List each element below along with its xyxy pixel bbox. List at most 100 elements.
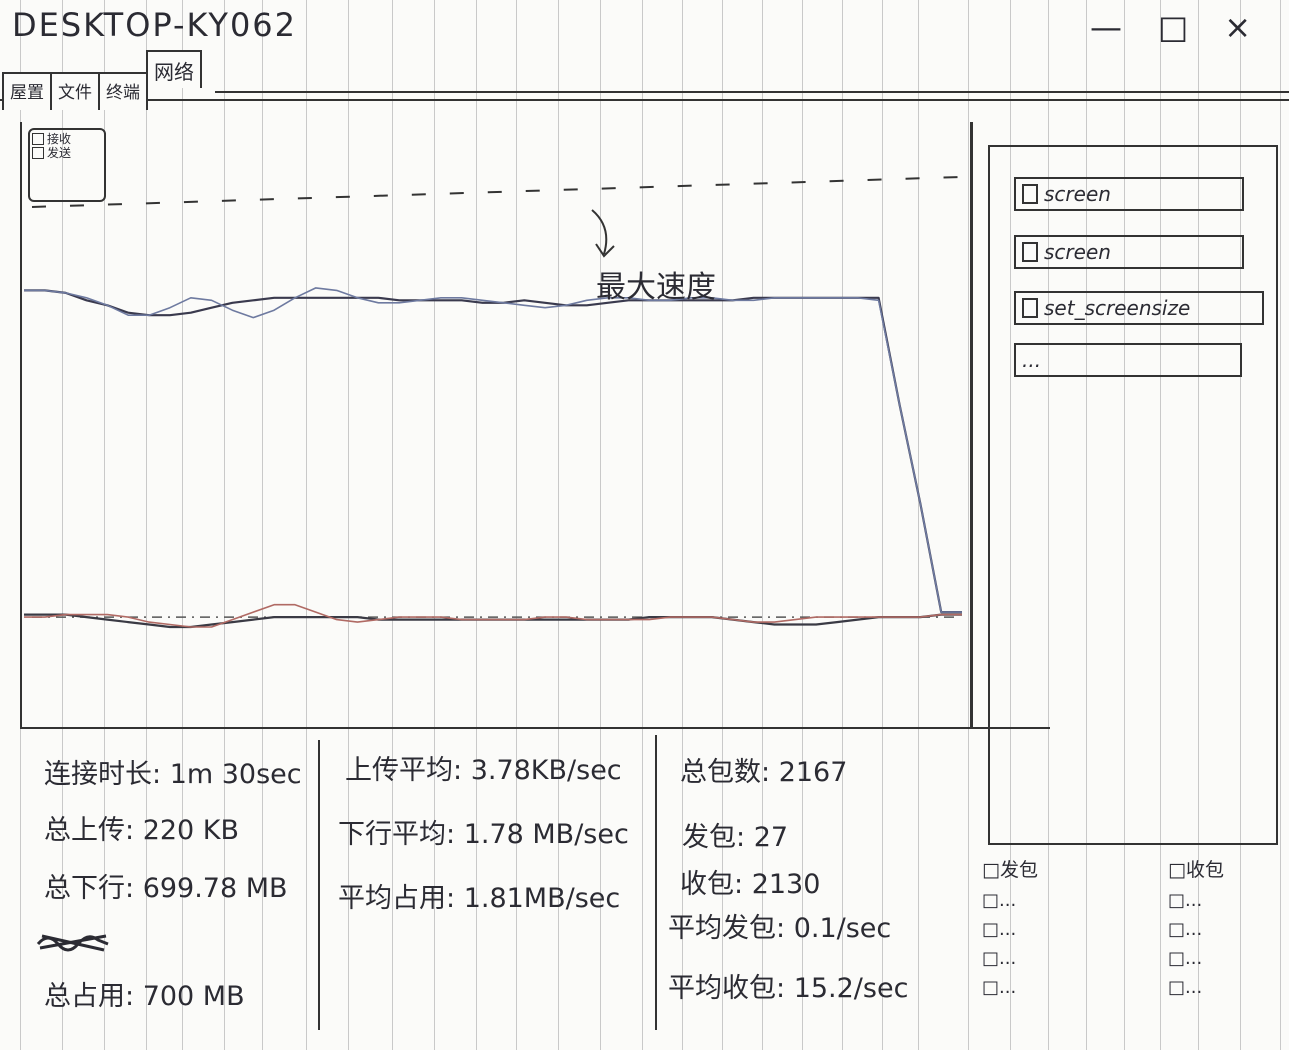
notebook-rule: [224, 0, 225, 1050]
terminal-icon: [1022, 298, 1038, 318]
stat-sent-packets: 发包: 27: [682, 822, 789, 853]
stat-average-sent: 平均发包: 0.1/sec: [668, 913, 892, 944]
chart-legend: 接收 发送: [28, 128, 106, 202]
stat-received-packets: 收包: 2130: [680, 869, 821, 900]
legend-swatch-send: [32, 147, 44, 159]
minimize-button[interactable]: —: [1090, 8, 1122, 46]
series-line-3: [24, 603, 962, 628]
terminal-icon: [1022, 242, 1038, 262]
legend-swatch-receive: [32, 133, 44, 145]
legend-row-receive: 接收: [32, 132, 102, 146]
process-label: screen: [1044, 182, 1111, 206]
maximize-button[interactable]: □: [1158, 8, 1189, 46]
scribble-mark: [36, 934, 109, 952]
stat-total-usage: 总占用: 700 MB: [44, 981, 245, 1012]
notebook-rule: [182, 0, 183, 1050]
process-label: screen: [1044, 240, 1111, 264]
window-controls: — □ ×: [1090, 8, 1251, 46]
notebook-rule: [1160, 0, 1161, 1050]
tab-bar: 屋置 文件 终端 网络: [2, 50, 202, 110]
stats-panel: [20, 727, 1050, 1039]
notebook-rule: [968, 0, 969, 1050]
checkbox-icon: □: [1168, 859, 1186, 881]
notebook-rule: [1240, 0, 1241, 1050]
series-line-0: [24, 289, 962, 614]
process-label: ...: [1022, 348, 1042, 372]
notebook-rule: [1010, 0, 1011, 1050]
tab-bar-baseline: [0, 99, 1289, 101]
notebook-rule: [516, 0, 517, 1050]
notebook-rule: [1280, 0, 1281, 1050]
notebook-rule: [306, 0, 307, 1050]
max-speed-annotation: 最大速度: [596, 270, 716, 305]
notebook-rule: [1086, 0, 1087, 1050]
notebook-rule: [262, 0, 263, 1050]
send-packet-list: □发包 □... □... □... □...: [982, 855, 1038, 998]
tab-location[interactable]: 屋置: [2, 72, 52, 110]
network-chart: [20, 122, 973, 727]
notebook-rule: [802, 0, 803, 1050]
notebook-rule: [722, 0, 723, 1050]
close-button[interactable]: ×: [1224, 8, 1252, 46]
notebook-rule: [146, 0, 147, 1050]
window-title: DESKTOP-KY062: [12, 6, 298, 44]
max-speed-line: [31, 176, 961, 208]
network-chart-svg: [24, 176, 962, 629]
send-packet-item[interactable]: □...: [982, 977, 1017, 998]
stat-download-average: 下行平均: 1.78 MB/sec: [338, 819, 629, 850]
stat-total-packets: 总包数: 2167: [680, 757, 848, 788]
notebook-rule: [1124, 0, 1125, 1050]
legend-row-send: 发送: [32, 146, 102, 160]
stat-connection-duration: 连接时长: 1m 30sec: [44, 759, 302, 790]
send-packet-item[interactable]: □...: [982, 890, 1017, 911]
annotation-arrow: [591, 209, 615, 258]
stat-average-received: 平均收包: 15.2/sec: [668, 973, 909, 1004]
recv-packet-title: □收包: [1168, 859, 1224, 881]
checkbox-icon: □: [982, 859, 1000, 881]
process-label: set_screensize: [1044, 296, 1191, 320]
stat-crossed-out: [36, 926, 110, 956]
notebook-rule: [600, 0, 601, 1050]
legend-label-receive: 接收: [47, 132, 72, 146]
tab-network[interactable]: 网络: [146, 50, 202, 88]
notebook-rule: [392, 0, 393, 1050]
recv-packet-list: □收包 □... □... □... □...: [1168, 855, 1224, 998]
tab-files[interactable]: 文件: [50, 72, 100, 110]
series-line-1: [24, 287, 962, 613]
legend-label-send: 发送: [47, 146, 72, 160]
notebook-rule: [642, 0, 643, 1050]
notebook-rule: [842, 0, 843, 1050]
recv-packet-item[interactable]: □...: [1168, 890, 1203, 911]
recv-packet-item[interactable]: □...: [1168, 948, 1203, 969]
recv-packet-item[interactable]: □...: [1168, 919, 1203, 940]
notebook-rule: [918, 0, 919, 1050]
process-item-screen-1[interactable]: screen: [1014, 177, 1244, 211]
notebook-rule: [1048, 0, 1049, 1050]
notebook-rule: [62, 0, 63, 1050]
stat-total-download: 总下行: 699.78 MB: [44, 873, 288, 904]
stats-divider-2: [655, 735, 657, 1030]
tab-bar-line: [215, 91, 1289, 93]
notebook-rule: [1198, 0, 1199, 1050]
notebook-rule: [558, 0, 559, 1050]
notebook-rule: [104, 0, 105, 1050]
stats-divider-1: [318, 740, 320, 1030]
notebook-rule: [434, 0, 435, 1050]
terminal-icon: [1022, 184, 1038, 204]
notebook-rule: [476, 0, 477, 1050]
process-item-more[interactable]: ...: [1014, 343, 1242, 377]
process-item-set-screensize[interactable]: set_screensize: [1014, 291, 1264, 325]
send-packet-item[interactable]: □...: [982, 919, 1017, 940]
stat-average-usage: 平均占用: 1.81MB/sec: [338, 883, 621, 914]
recv-packet-item[interactable]: □...: [1168, 977, 1203, 998]
notebook-rule: [682, 0, 683, 1050]
send-packet-item[interactable]: □...: [982, 948, 1017, 969]
notebook-rule: [348, 0, 349, 1050]
tab-terminal[interactable]: 终端: [98, 72, 148, 110]
process-item-screen-2[interactable]: screen: [1014, 235, 1244, 269]
notebook-rule: [882, 0, 883, 1050]
send-packet-title: □发包: [982, 859, 1038, 881]
stat-total-upload: 总上传: 220 KB: [44, 815, 240, 846]
stat-upload-average: 上传平均: 3.78KB/sec: [345, 755, 622, 786]
notebook-rule: [762, 0, 763, 1050]
